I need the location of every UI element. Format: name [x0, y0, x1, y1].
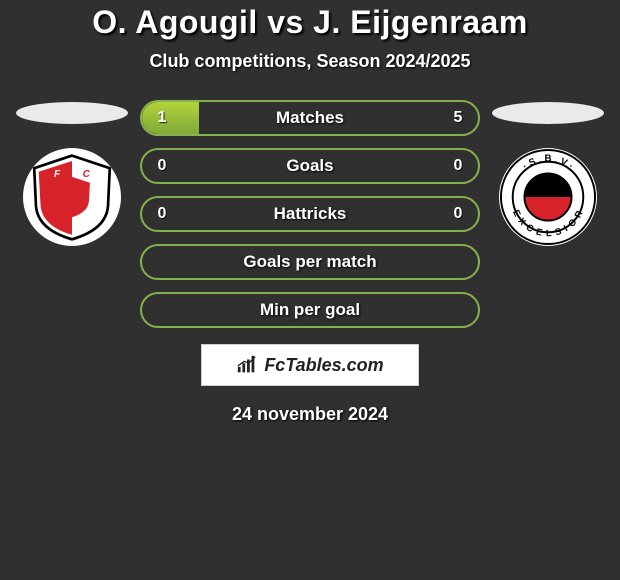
- right-club-logo: · S . B . V · E X C E L S I O R: [499, 148, 597, 246]
- comparison-row: F C 1Matches50Goals00Hattricks0Goals per…: [0, 100, 620, 328]
- stat-left-value: 0: [146, 157, 178, 175]
- left-club-logo: F C: [23, 148, 121, 246]
- stat-label: Goals per match: [178, 252, 442, 272]
- stat-right-value: 0: [442, 157, 474, 175]
- right-player-col: · S . B . V · E X C E L S I O R: [488, 100, 608, 246]
- stat-label: Hattricks: [178, 204, 442, 224]
- left-player-name-ellipse: [16, 102, 128, 124]
- date-line: 24 november 2024: [232, 404, 388, 425]
- stats-column: 1Matches50Goals00Hattricks0Goals per mat…: [140, 100, 480, 328]
- svg-text:C: C: [83, 169, 91, 180]
- stat-right-value: 0: [442, 205, 474, 223]
- page-title: O. Agougil vs J. Eijgenraam: [92, 4, 528, 41]
- stat-pill: Min per goal: [140, 292, 480, 328]
- fc-utrecht-shield-icon: F C: [27, 152, 117, 242]
- subtitle: Club competitions, Season 2024/2025: [149, 51, 470, 72]
- stat-right-value: 5: [442, 109, 474, 127]
- branding-badge: FcTables.com: [201, 344, 419, 386]
- svg-text:F: F: [54, 169, 61, 180]
- stat-label: Goals: [178, 156, 442, 176]
- stat-pill: Goals per match: [140, 244, 480, 280]
- stat-label: Min per goal: [178, 300, 442, 320]
- sbv-excelsior-logo-icon: · S . B . V · E X C E L S I O R: [499, 148, 597, 246]
- stat-label: Matches: [178, 108, 442, 128]
- stat-pill: 0Goals0: [140, 148, 480, 184]
- left-player-col: F C: [12, 100, 132, 246]
- stat-left-value: 0: [146, 205, 178, 223]
- stat-pill: 1Matches5: [140, 100, 480, 136]
- branding-text: FcTables.com: [264, 355, 383, 376]
- right-player-name-ellipse: [492, 102, 604, 124]
- stat-pill: 0Hattricks0: [140, 196, 480, 232]
- stat-left-value: 1: [146, 109, 178, 127]
- bar-chart-icon: [236, 354, 258, 376]
